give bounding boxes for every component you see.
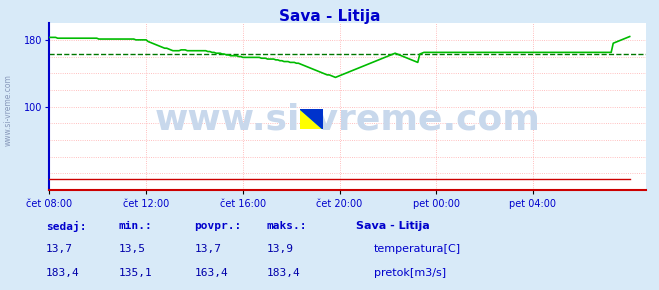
Text: 13,7: 13,7 xyxy=(194,244,221,254)
Text: 13,5: 13,5 xyxy=(119,244,146,254)
Polygon shape xyxy=(300,109,323,129)
Text: 183,4: 183,4 xyxy=(267,268,301,278)
Text: povpr.:: povpr.: xyxy=(194,221,242,231)
Text: 135,1: 135,1 xyxy=(119,268,152,278)
Text: Sava - Litija: Sava - Litija xyxy=(356,221,430,231)
Text: min.:: min.: xyxy=(119,221,152,231)
Text: sedaj:: sedaj: xyxy=(46,221,86,232)
Text: Sava - Litija: Sava - Litija xyxy=(279,9,380,24)
Text: temperatura[C]: temperatura[C] xyxy=(374,244,461,254)
Polygon shape xyxy=(300,109,323,129)
Polygon shape xyxy=(300,109,323,129)
Text: www.si-vreme.com: www.si-vreme.com xyxy=(3,74,13,146)
Text: 13,9: 13,9 xyxy=(267,244,294,254)
Text: 183,4: 183,4 xyxy=(46,268,80,278)
Text: 13,7: 13,7 xyxy=(46,244,73,254)
Text: maks.:: maks.: xyxy=(267,221,307,231)
Text: 163,4: 163,4 xyxy=(194,268,228,278)
Text: www.si-vreme.com: www.si-vreme.com xyxy=(155,103,540,137)
Text: pretok[m3/s]: pretok[m3/s] xyxy=(374,268,445,278)
